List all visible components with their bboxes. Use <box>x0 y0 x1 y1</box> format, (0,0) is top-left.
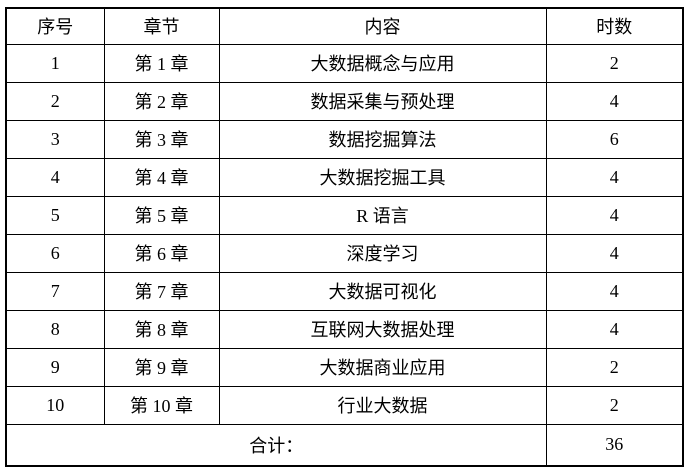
total-label-cell: 合计： <box>5 423 547 467</box>
cell-content: 行业大数据 <box>218 385 547 425</box>
cell-content: 数据挖掘算法 <box>218 119 547 159</box>
cell-content: R 语言 <box>218 195 547 235</box>
cell-hours: 4 <box>545 233 684 273</box>
cell-hours: 2 <box>545 347 684 387</box>
cell-content: 互联网大数据处理 <box>218 309 547 349</box>
cell-chapter: 第 4 章 <box>103 157 220 197</box>
cell-num: 2 <box>5 81 105 121</box>
cell-hours: 4 <box>545 157 684 197</box>
cell-content: 大数据挖掘工具 <box>218 157 547 197</box>
cell-hours: 2 <box>545 385 684 425</box>
cell-num: 3 <box>5 119 105 159</box>
cell-hours: 4 <box>545 195 684 235</box>
table-row: 6 第 6 章 深度学习 4 <box>5 233 684 273</box>
table-row: 3 第 3 章 数据挖掘算法 6 <box>5 119 684 159</box>
cell-content: 大数据概念与应用 <box>218 43 547 83</box>
cell-chapter: 第 10 章 <box>103 385 220 425</box>
table-row: 2 第 2 章 数据采集与预处理 4 <box>5 81 684 121</box>
cell-content: 大数据商业应用 <box>218 347 547 387</box>
table-row: 4 第 4 章 大数据挖掘工具 4 <box>5 157 684 197</box>
cell-chapter: 第 7 章 <box>103 271 220 311</box>
cell-hours: 6 <box>545 119 684 159</box>
cell-chapter: 第 9 章 <box>103 347 220 387</box>
cell-chapter: 第 3 章 <box>103 119 220 159</box>
header-cell-chapter: 章节 <box>103 7 220 45</box>
cell-num: 5 <box>5 195 105 235</box>
cell-num: 10 <box>5 385 105 425</box>
cell-hours: 4 <box>545 271 684 311</box>
cell-chapter: 第 5 章 <box>103 195 220 235</box>
cell-hours: 4 <box>545 309 684 349</box>
table-row: 1 第 1 章 大数据概念与应用 2 <box>5 43 684 83</box>
cell-chapter: 第 8 章 <box>103 309 220 349</box>
cell-num: 8 <box>5 309 105 349</box>
cell-num: 4 <box>5 157 105 197</box>
table-header-row: 序号 章节 内容 时数 <box>5 7 684 45</box>
cell-hours: 2 <box>545 43 684 83</box>
cell-chapter: 第 1 章 <box>103 43 220 83</box>
cell-content: 大数据可视化 <box>218 271 547 311</box>
table-row: 5 第 5 章 R 语言 4 <box>5 195 684 235</box>
cell-num: 1 <box>5 43 105 83</box>
cell-chapter: 第 6 章 <box>103 233 220 273</box>
header-cell-num: 序号 <box>5 7 105 45</box>
cell-hours: 4 <box>545 81 684 121</box>
cell-chapter: 第 2 章 <box>103 81 220 121</box>
cell-num: 7 <box>5 271 105 311</box>
table-row: 10 第 10 章 行业大数据 2 <box>5 385 684 425</box>
header-cell-hours: 时数 <box>545 7 684 45</box>
course-hours-table: 序号 章节 内容 时数 1 第 1 章 大数据概念与应用 2 2 第 2 章 数… <box>5 7 684 467</box>
cell-content: 数据采集与预处理 <box>218 81 547 121</box>
table-row: 9 第 9 章 大数据商业应用 2 <box>5 347 684 387</box>
cell-content: 深度学习 <box>218 233 547 273</box>
header-cell-content: 内容 <box>218 7 547 45</box>
table-total-row: 合计： 36 <box>5 423 684 467</box>
table-row: 7 第 7 章 大数据可视化 4 <box>5 271 684 311</box>
table-row: 8 第 8 章 互联网大数据处理 4 <box>5 309 684 349</box>
total-value-cell: 36 <box>545 423 684 467</box>
cell-num: 9 <box>5 347 105 387</box>
cell-num: 6 <box>5 233 105 273</box>
